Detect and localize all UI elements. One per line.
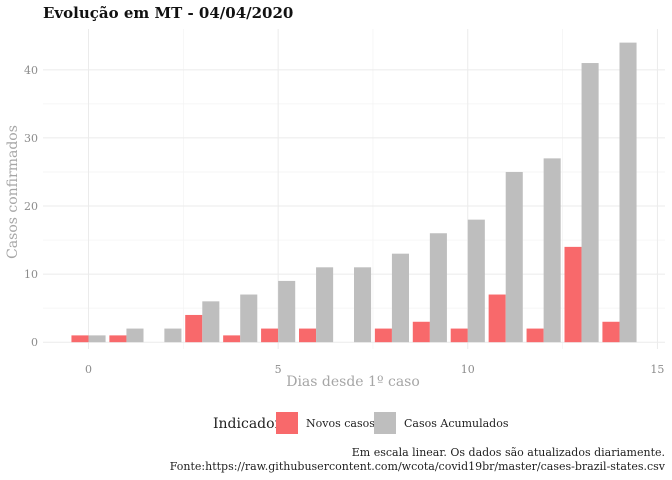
bar-casos-acumulados [581, 63, 599, 343]
bar-casos-acumulados [467, 219, 485, 343]
caption-line-2: Fonte:https://raw.githubusercontent.com/… [170, 460, 666, 473]
y-tick-label: 20 [24, 200, 38, 213]
y-tick-label: 10 [24, 268, 38, 281]
bar-novos-casos [109, 335, 127, 343]
tick-labels: 0 5 10 15 0 10 20 30 40 [24, 64, 664, 376]
legend: Indicador Novos casos Casos Acumulados [213, 412, 509, 434]
bar-novos-casos [488, 294, 506, 343]
bar-novos-casos [564, 246, 582, 343]
legend-label-novos-casos: Novos casos [306, 417, 375, 430]
bar-novos-casos [374, 328, 392, 343]
y-tick-label: 0 [31, 336, 38, 349]
x-tick-label: 5 [275, 363, 282, 376]
bar-novos-casos [602, 321, 620, 343]
bar-casos-acumulados [278, 280, 296, 343]
x-tick-label: 10 [461, 363, 475, 376]
bar-novos-casos [185, 314, 203, 343]
bar-novos-casos [71, 335, 89, 343]
legend-key-novos-casos [276, 412, 298, 434]
bar-novos-casos [412, 321, 430, 343]
x-tick-label: 0 [85, 363, 92, 376]
bar-novos-casos [261, 328, 279, 343]
bar-casos-acumulados [505, 171, 523, 343]
bar-casos-acumulados [88, 335, 106, 343]
legend-title: Indicador [213, 416, 282, 432]
bar-novos-casos [526, 328, 544, 343]
y-tick-label: 30 [24, 132, 38, 145]
bar-casos-acumulados [429, 233, 447, 343]
bar-casos-acumulados [202, 301, 220, 343]
legend-key-casos-acumulados [374, 412, 396, 434]
x-tick-label: 15 [650, 363, 664, 376]
x-axis-title: Dias desde 1º caso [286, 374, 420, 390]
bar-casos-acumulados [164, 328, 182, 343]
bar-casos-acumulados [240, 294, 258, 343]
bar-novos-casos [299, 328, 317, 343]
chart-title: Evolução em MT - 04/04/2020 [43, 4, 293, 22]
caption-line-1: Em escala linear. Os dados são atualizad… [352, 446, 665, 459]
bar-casos-acumulados [543, 158, 561, 343]
bar-casos-acumulados [354, 267, 372, 343]
y-axis-title: Casos confirmados [5, 125, 21, 259]
bar-novos-casos [450, 328, 468, 343]
bar-casos-acumulados [316, 267, 334, 343]
bar-novos-casos [223, 335, 241, 343]
bar-casos-acumulados [391, 253, 409, 343]
bar-casos-acumulados [126, 328, 144, 343]
legend-label-casos-acumulados: Casos Acumulados [404, 417, 509, 430]
bar-casos-acumulados [619, 42, 637, 343]
y-tick-label: 40 [24, 64, 38, 77]
bars [71, 42, 637, 343]
